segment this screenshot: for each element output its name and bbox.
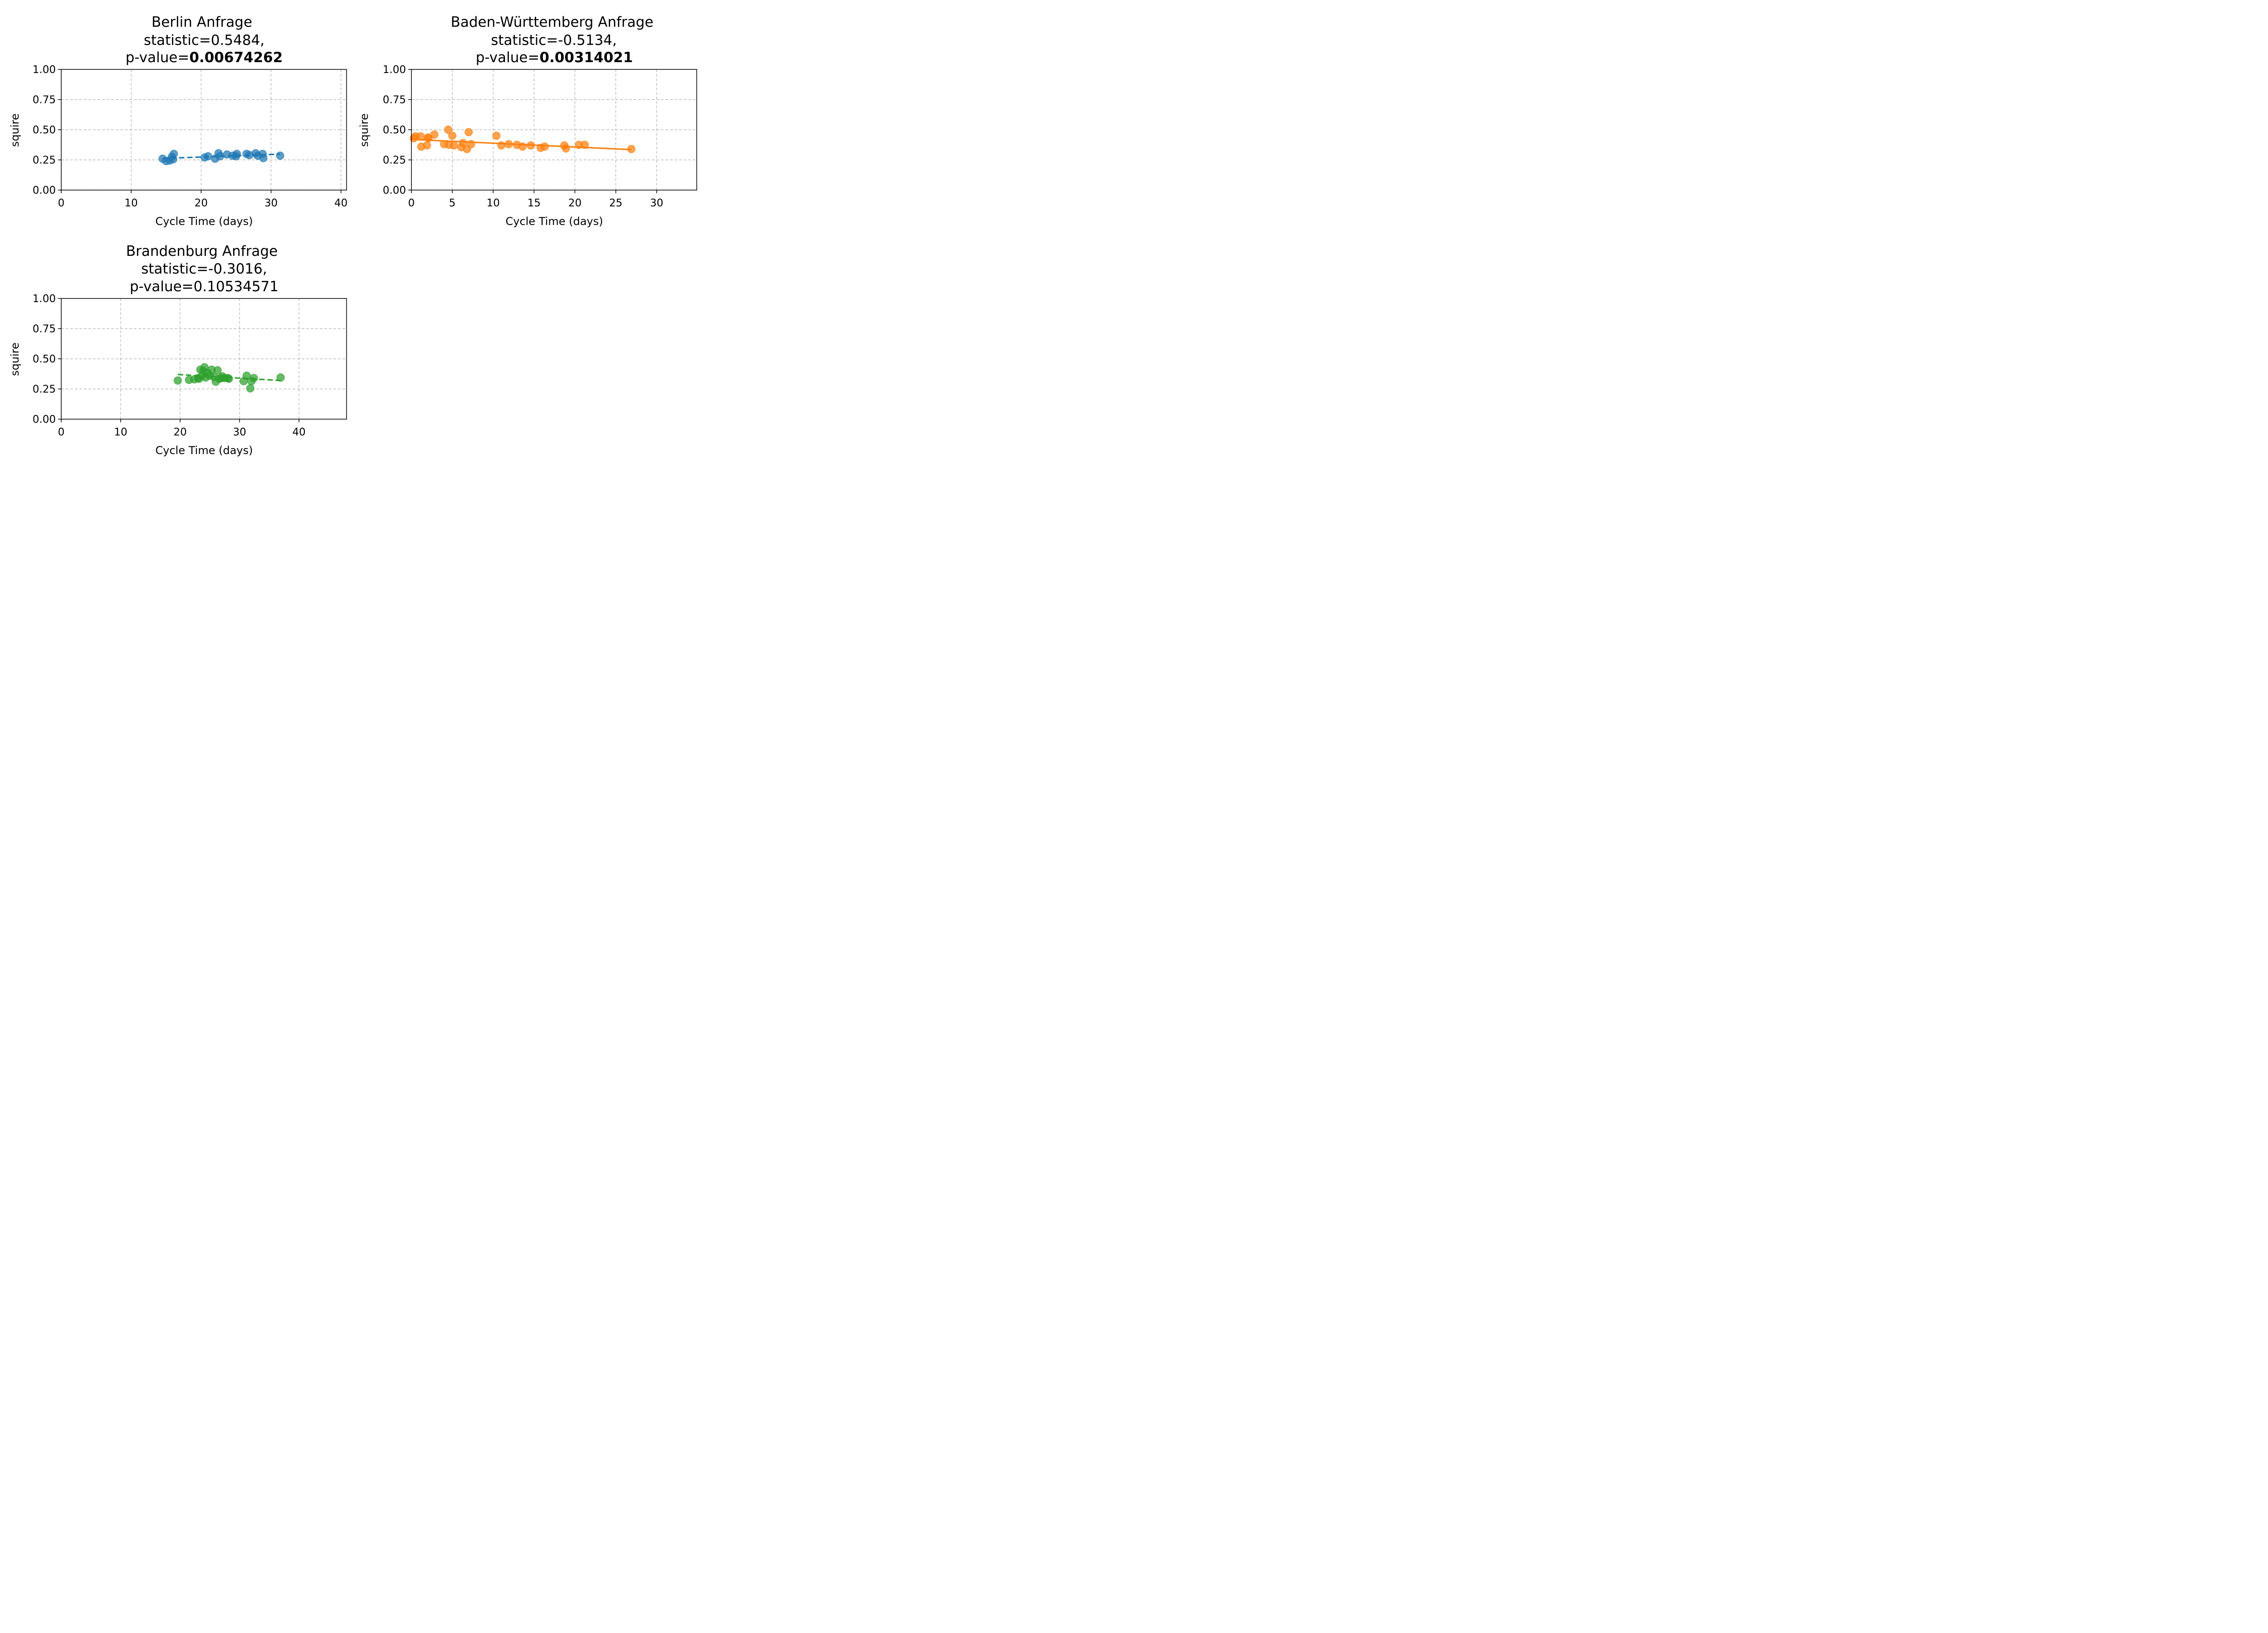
scatter-point [562, 144, 570, 153]
y-tick-label: 1.00 [33, 64, 56, 76]
pvalue-prefix: p-value= [476, 49, 540, 66]
x-tick-label: 20 [195, 197, 208, 209]
subplot-title-pvalue: p-value=0.00314021 [476, 49, 633, 66]
axes-frame [61, 69, 347, 191]
x-tick-label: 15 [528, 197, 541, 209]
scatter-point [204, 152, 212, 161]
scatter-point [518, 142, 527, 151]
subplot-title-pvalue: p-value=0.10534571 [130, 279, 279, 295]
x-tick-label: 0 [58, 197, 65, 209]
scatter-point [232, 150, 241, 158]
y-tick-label: 0.25 [383, 155, 406, 166]
scatter-point [249, 374, 258, 382]
y-tick-label: 1.00 [33, 293, 56, 305]
scatter-point [540, 142, 549, 151]
scatter-point [504, 140, 513, 148]
x-axis-label: Cycle Time (days) [506, 215, 603, 228]
scatter-point [259, 154, 268, 162]
scatter-point [215, 152, 224, 161]
y-tick-label: 0.00 [33, 185, 56, 196]
x-axis-label: Cycle Time (days) [156, 215, 253, 228]
subplot-title-line1: Brandenburg Anfrage [126, 243, 278, 259]
plot-area: 0 10 20 30 40 0.00 0.25 0.50 0.75 1.00 [33, 293, 347, 438]
subplot-berlin: Berlin Anfrage statistic=0.5484, p-value… [9, 14, 347, 228]
subplot-baden-wuerttemberg: Baden-Württemberg Anfrage statistic=-0.5… [358, 14, 697, 228]
scatter-point [423, 141, 431, 150]
scatter-point [459, 139, 467, 147]
y-tick-label: 0.50 [383, 124, 406, 136]
scatter-point [467, 140, 475, 148]
x-tick-label: 10 [125, 197, 138, 209]
pvalue-value: 0.00314021 [539, 49, 633, 66]
x-tick-label: 20 [173, 426, 186, 438]
pvalue-prefix: p-value= [130, 279, 194, 295]
y-tick-label: 0.00 [33, 414, 56, 425]
y-tick-label: 0.50 [33, 124, 56, 136]
x-tick-label: 10 [487, 197, 500, 209]
x-axis-label: Cycle Time (days) [156, 444, 253, 457]
scatter-point [448, 132, 457, 140]
y-tick-label: 0.75 [383, 94, 406, 106]
x-tick-label: 30 [233, 426, 246, 438]
x-tick-label: 30 [650, 197, 663, 209]
y-tick-label: 0.25 [33, 384, 56, 396]
scatter-point [213, 366, 222, 375]
y-tick-label: 1.00 [383, 64, 406, 76]
axes-frame [411, 69, 697, 191]
figure-canvas: Berlin Anfrage statistic=0.5484, p-value… [0, 0, 707, 470]
y-tick-label: 0.75 [33, 94, 56, 106]
scatter-point [527, 141, 535, 150]
plot-area: 0 5 10 15 20 25 30 0.00 0.25 0.50 0.75 1.00 [383, 64, 697, 209]
y-axis-label: squire [358, 113, 371, 147]
scatter-point [444, 126, 453, 134]
pvalue-prefix: p-value= [126, 49, 190, 66]
x-tick-label: 25 [609, 197, 622, 209]
subplot-title-pvalue: p-value=0.00674262 [126, 49, 283, 66]
y-axis-label: squire [9, 342, 21, 376]
scatter-point [173, 376, 182, 385]
subplot-brandenburg: Brandenburg Anfrage statistic=-0.3016, p… [9, 243, 347, 457]
y-tick-label: 0.50 [33, 353, 56, 365]
scatter-point [170, 150, 178, 158]
scatter-point [246, 384, 254, 393]
plot-area: 0 10 20 30 40 0.00 0.25 0.50 0.75 1.00 [33, 64, 348, 209]
x-tick-label: 20 [568, 197, 582, 209]
pvalue-value: 0.00674262 [189, 49, 283, 66]
subplot-title-line1: Baden-Württemberg Anfrage [451, 14, 654, 30]
x-tick-label: 40 [334, 197, 347, 209]
scatter-point [492, 132, 501, 140]
x-tick-label: 5 [449, 197, 456, 209]
x-tick-label: 30 [264, 197, 278, 209]
scatter-point [497, 141, 506, 150]
y-tick-label: 0.75 [33, 323, 56, 335]
subplot-title-line1: Berlin Anfrage [152, 14, 252, 30]
pvalue-value: 0.10534571 [194, 279, 279, 295]
scatter-point [416, 132, 425, 141]
y-axis-label: squire [9, 113, 21, 147]
subplot-title-statistic: statistic=0.5484, [144, 32, 264, 49]
scatter-point [225, 374, 233, 383]
x-tick-label: 40 [293, 426, 306, 438]
y-tick-label: 0.00 [383, 185, 406, 196]
y-tick-label: 0.25 [33, 155, 56, 166]
figure-background [0, 0, 707, 470]
subplot-title-statistic: statistic=-0.5134, [491, 32, 617, 49]
subplot-title-statistic: statistic=-0.3016, [141, 261, 267, 277]
scatter-point [581, 141, 589, 149]
scatter-point [276, 152, 284, 160]
scatter-point [450, 141, 458, 150]
x-tick-label: 10 [114, 426, 127, 438]
x-tick-label: 0 [58, 426, 65, 438]
scatter-point [430, 130, 439, 139]
scatter-point [464, 128, 473, 137]
x-tick-label: 0 [408, 197, 415, 209]
scatter-point [276, 373, 285, 382]
scatter-point [627, 145, 635, 153]
axes-frame [61, 298, 347, 420]
